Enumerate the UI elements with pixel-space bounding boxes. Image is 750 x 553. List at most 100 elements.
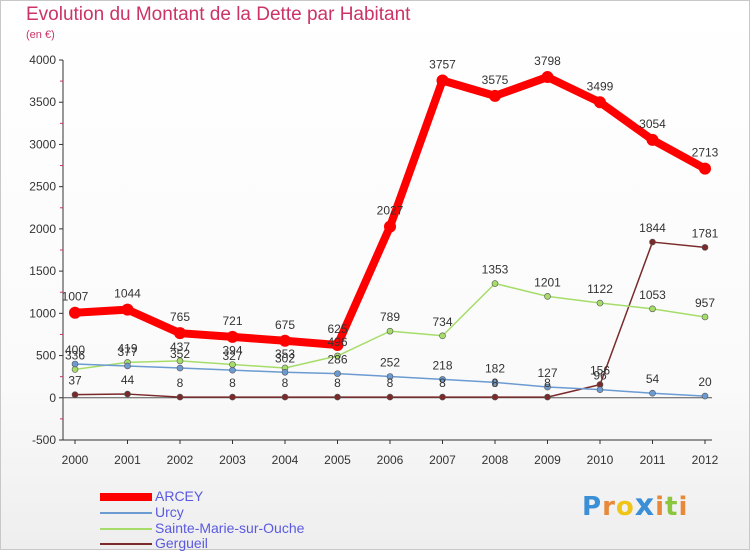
data-label-urcy: 182 bbox=[485, 361, 505, 375]
y-tick-label: 3000 bbox=[29, 137, 56, 151]
data-point-sainte-marie-sur-ouche bbox=[544, 293, 551, 300]
x-tick-label: 2011 bbox=[640, 453, 666, 467]
chart-axes: -500 0 500 1000 1500 2000 2500 3000 3500 4000 2000… bbox=[29, 53, 718, 467]
data-point-urcy bbox=[649, 389, 656, 397]
data-point-urcy bbox=[439, 376, 446, 383]
legend-label: Urcy bbox=[155, 504, 184, 520]
data-label-gergueil: 156 bbox=[590, 364, 610, 378]
data-label-arcey: 1044 bbox=[114, 287, 141, 301]
data-label-arcey: 3499 bbox=[587, 79, 614, 93]
data-label-urcy: 286 bbox=[327, 353, 347, 367]
data-label-gergueil: 8 bbox=[282, 376, 289, 390]
data-label-gergueil: 1781 bbox=[692, 226, 719, 240]
chart-subtitle: (en €) bbox=[26, 29, 55, 41]
data-label-gergueil: 8 bbox=[544, 376, 551, 390]
data-point-gergueil bbox=[491, 393, 499, 401]
x-tick-label: 2007 bbox=[429, 453, 456, 467]
data-label-arcey: 2027 bbox=[377, 204, 404, 218]
data-label-sainte-marie-sur-ouche: 734 bbox=[432, 315, 452, 329]
data-point-urcy bbox=[176, 364, 184, 372]
data-point-gergueil bbox=[386, 393, 394, 401]
data-label-gergueil: 8 bbox=[492, 376, 499, 390]
data-label-sainte-marie-sur-ouche: 1353 bbox=[482, 263, 509, 277]
x-tick-label: 2006 bbox=[377, 453, 404, 467]
x-tick-label: 2001 bbox=[114, 453, 141, 467]
series-layer bbox=[69, 71, 711, 401]
data-point-gergueil bbox=[701, 244, 709, 251]
data-label-gergueil: 44 bbox=[121, 373, 135, 387]
x-tick-label: 2004 bbox=[272, 453, 299, 467]
data-point-sainte-marie-sur-ouche bbox=[334, 352, 341, 360]
data-label-sainte-marie-sur-ouche: 957 bbox=[695, 296, 715, 310]
data-label-arcey: 3054 bbox=[639, 117, 666, 131]
data-point-sainte-marie-sur-ouche bbox=[596, 299, 604, 307]
data-point-urcy bbox=[386, 373, 394, 380]
data-point-arcey bbox=[384, 220, 396, 233]
data-point-arcey bbox=[331, 339, 344, 351]
data-point-gergueil bbox=[71, 391, 79, 398]
data-point-gergueil bbox=[176, 393, 184, 401]
data-label-gergueil: 37 bbox=[68, 374, 82, 388]
data-label-gergueil: 1844 bbox=[639, 221, 666, 235]
data-point-arcey bbox=[646, 133, 659, 146]
data-label-arcey: 625 bbox=[327, 322, 347, 336]
data-point-arcey bbox=[594, 96, 606, 109]
data-label-sainte-marie-sur-ouche: 789 bbox=[380, 310, 400, 324]
data-point-sainte-marie-sur-ouche bbox=[439, 332, 446, 340]
chart-title: Evolution du Montant de la Dette par Hab… bbox=[26, 4, 411, 25]
data-point-arcey bbox=[174, 327, 186, 340]
legend-swatch bbox=[100, 493, 152, 501]
data-point-gergueil bbox=[334, 393, 341, 401]
proxiti-logo: Proxiti bbox=[582, 488, 689, 523]
data-label-sainte-marie-sur-ouche: 496 bbox=[327, 335, 347, 349]
legend-swatch bbox=[100, 543, 152, 545]
data-label-arcey: 675 bbox=[275, 318, 295, 332]
data-label-urcy: 302 bbox=[275, 351, 295, 365]
y-tick-label: 2000 bbox=[29, 222, 56, 236]
data-label-urcy: 352 bbox=[170, 347, 190, 361]
data-label-arcey: 1007 bbox=[62, 290, 89, 304]
data-label-arcey: 765 bbox=[170, 310, 190, 324]
data-label-sainte-marie-sur-ouche: 353 bbox=[275, 347, 295, 361]
legend-label: Gergueil bbox=[155, 535, 208, 551]
data-label-arcey: 2713 bbox=[692, 146, 719, 160]
data-point-gergueil bbox=[229, 393, 236, 401]
data-label-gergueil: 8 bbox=[177, 376, 184, 390]
data-point-sainte-marie-sur-ouche bbox=[701, 313, 709, 321]
data-label-sainte-marie-sur-ouche: 419 bbox=[117, 341, 137, 355]
data-point-arcey bbox=[699, 162, 711, 175]
data-label-gergueil: 8 bbox=[334, 376, 341, 390]
data-label-sainte-marie-sur-ouche: 394 bbox=[222, 344, 242, 358]
legend-swatch bbox=[100, 512, 152, 514]
data-label-sainte-marie-sur-ouche: 1053 bbox=[639, 288, 666, 302]
data-label-urcy: 54 bbox=[646, 372, 660, 386]
x-tick-label: 2002 bbox=[167, 453, 194, 467]
data-point-urcy bbox=[124, 362, 131, 370]
x-tick-label: 2005 bbox=[324, 453, 351, 467]
x-tick-label: 2010 bbox=[587, 453, 614, 467]
data-point-gergueil bbox=[544, 393, 551, 401]
data-point-urcy bbox=[229, 366, 236, 374]
data-point-arcey bbox=[69, 306, 81, 319]
data-point-arcey bbox=[436, 74, 449, 87]
legend-swatch bbox=[100, 528, 152, 530]
data-label-urcy: 218 bbox=[432, 358, 452, 372]
data-label-urcy: 377 bbox=[117, 345, 137, 359]
data-point-gergueil bbox=[281, 393, 289, 401]
data-point-sainte-marie-sur-ouche bbox=[176, 357, 184, 365]
data-point-urcy bbox=[281, 368, 289, 376]
data-label-arcey: 3757 bbox=[429, 58, 456, 72]
data-label-sainte-marie-sur-ouche: 437 bbox=[170, 340, 190, 354]
data-point-sainte-marie-sur-ouche bbox=[386, 327, 394, 335]
y-tick-label: -500 bbox=[32, 433, 56, 447]
y-tick-label: 2500 bbox=[29, 180, 56, 194]
data-label-arcey: 721 bbox=[222, 314, 242, 328]
data-label-gergueil: 8 bbox=[229, 376, 236, 390]
data-point-urcy bbox=[334, 370, 341, 377]
data-point-arcey bbox=[226, 330, 239, 343]
data-point-sainte-marie-sur-ouche bbox=[71, 366, 79, 373]
data-label-urcy: 127 bbox=[537, 366, 557, 380]
data-label-arcey: 3575 bbox=[482, 73, 509, 87]
